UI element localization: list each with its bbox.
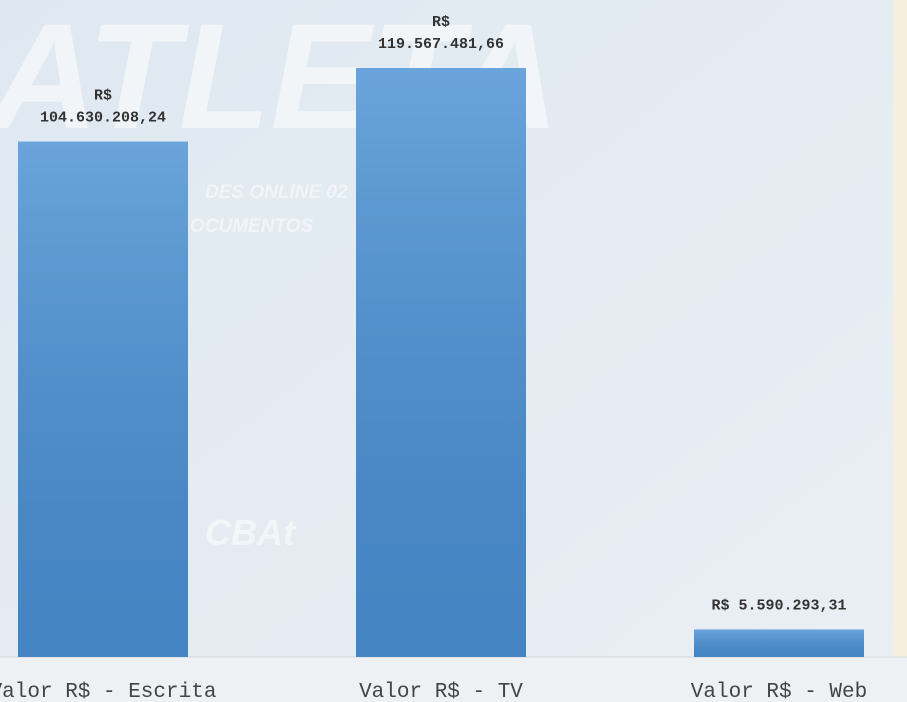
page: {"chart_data": {"type": "bar", "backgrou… xyxy=(0,0,907,702)
background-text: OCUMENTOS xyxy=(190,216,313,237)
background-text: DES ONLINE 02 xyxy=(205,182,348,203)
value-label-line: 119.567.481,66 xyxy=(378,36,504,53)
value-label: R$ 5.590.293,31 xyxy=(711,597,846,614)
value-label-line: 104.630.208,24 xyxy=(40,110,166,127)
x-tick-label: Valor R$ - Web xyxy=(691,681,867,702)
bar-shade xyxy=(694,629,864,657)
bar-shade xyxy=(356,68,526,657)
background-text: CBAt xyxy=(205,512,297,553)
x-tick-label: Valor R$ - TV xyxy=(359,681,523,702)
value-label-line: R$ xyxy=(432,14,450,31)
x-tick-label: Valor R$ - Escrita xyxy=(0,681,216,702)
bar-shade xyxy=(18,142,188,657)
chart: ATLETA DES ONLINE 02 OCUMENTOS CBAt Valo… xyxy=(0,0,907,702)
side-strip xyxy=(893,0,907,702)
value-label-line: R$ xyxy=(94,88,112,105)
